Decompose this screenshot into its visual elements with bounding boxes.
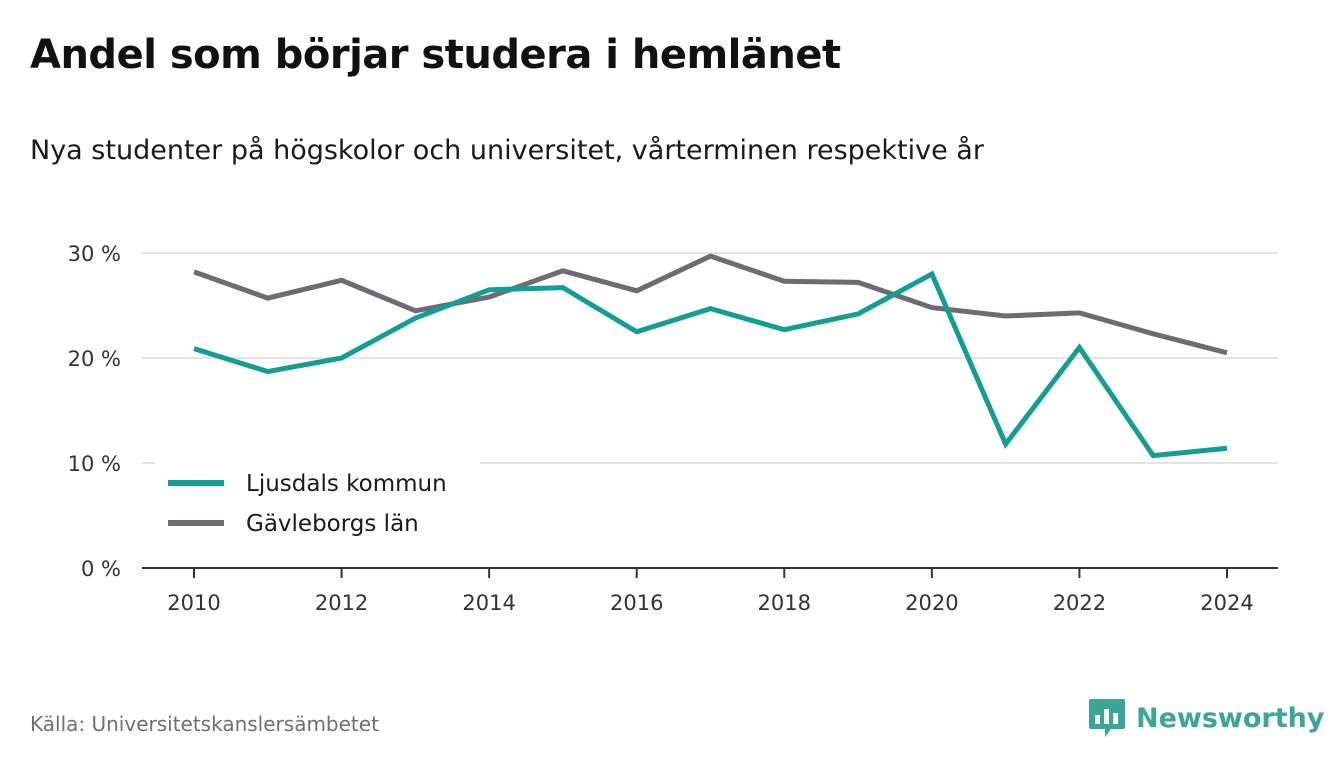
- x-tick-label: 2016: [610, 591, 663, 615]
- x-tick-label: 2010: [167, 591, 220, 615]
- y-tick-label: 20 %: [68, 347, 121, 371]
- x-tick-label: 2012: [315, 591, 368, 615]
- y-tick-label: 0 %: [81, 557, 121, 581]
- series-line: [193, 270, 1228, 459]
- brand-name: Newsworthy: [1136, 702, 1325, 734]
- y-tick-label: 30 %: [68, 242, 121, 266]
- chart-subtitle: Nya studenter på högskolor och universit…: [30, 135, 984, 166]
- source-note: Källa: Universitetskanslersämbetet: [30, 712, 379, 736]
- legend-label: Ljusdals kommun: [246, 471, 447, 497]
- x-tick-label: 2018: [758, 591, 811, 615]
- x-tick-label: 2014: [462, 591, 515, 615]
- y-tick-label: 10 %: [68, 452, 121, 476]
- x-tick-label: 2024: [1200, 591, 1253, 615]
- chart-title: Andel som börjar studera i hemlänet: [30, 32, 841, 78]
- x-tick-label: 2022: [1053, 591, 1106, 615]
- series-line: [193, 253, 1228, 356]
- legend-label: Gävleborgs län: [246, 511, 419, 537]
- brand-logo: Newsworthy: [1088, 697, 1324, 739]
- legend-background: [155, 462, 480, 546]
- x-tick-label: 2020: [905, 591, 958, 615]
- newsworthy-logo-icon: [1089, 699, 1125, 737]
